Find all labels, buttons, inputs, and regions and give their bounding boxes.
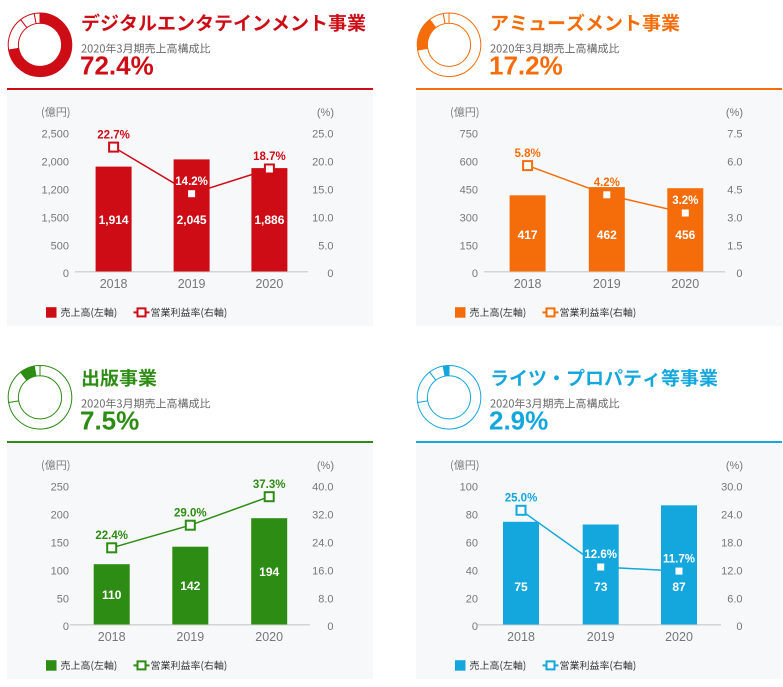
svg-text:8.0: 8.0 (318, 593, 333, 605)
svg-text:194: 194 (259, 565, 279, 579)
svg-text:600: 600 (460, 157, 478, 169)
svg-text:12.0: 12.0 (721, 565, 742, 577)
svg-text:250: 250 (51, 482, 69, 494)
svg-text:2020: 2020 (255, 277, 283, 291)
svg-text:24.0: 24.0 (721, 510, 742, 522)
svg-text:1,886: 1,886 (254, 213, 284, 227)
svg-text:5.0: 5.0 (318, 240, 333, 252)
svg-text:0: 0 (472, 621, 478, 633)
svg-text:7.5: 7.5 (727, 129, 742, 141)
svg-text:(%): (%) (317, 460, 334, 472)
svg-text:300: 300 (460, 212, 478, 224)
svg-text:100: 100 (51, 565, 69, 577)
svg-text:450: 450 (460, 185, 478, 197)
svg-text:0: 0 (736, 621, 742, 633)
svg-text:29.0%: 29.0% (174, 507, 207, 519)
svg-text:0: 0 (736, 268, 742, 280)
svg-text:17.2%: 17.2% (489, 51, 563, 81)
svg-text:3.0: 3.0 (727, 212, 742, 224)
svg-text:60: 60 (466, 538, 478, 550)
svg-text:0: 0 (63, 268, 69, 280)
svg-text:2019: 2019 (178, 277, 206, 291)
svg-text:100: 100 (460, 482, 478, 494)
svg-text:4.2%: 4.2% (594, 177, 620, 189)
svg-text:0: 0 (472, 268, 478, 280)
svg-text:(%): (%) (317, 107, 334, 119)
svg-text:18.0: 18.0 (721, 538, 742, 550)
svg-text:15.0: 15.0 (312, 185, 333, 197)
svg-text:1,500: 1,500 (41, 212, 69, 224)
svg-text:7.5%: 7.5% (80, 406, 139, 436)
svg-text:25.0%: 25.0% (505, 493, 538, 505)
svg-text:2,500: 2,500 (41, 129, 69, 141)
svg-text:2018: 2018 (98, 630, 126, 644)
svg-text:2018: 2018 (507, 630, 535, 644)
svg-text:0: 0 (63, 621, 69, 633)
svg-text:0: 0 (327, 621, 333, 633)
svg-text:32.0: 32.0 (312, 510, 333, 522)
svg-text:2019: 2019 (593, 277, 621, 291)
svg-text:75: 75 (514, 580, 528, 594)
svg-text:73: 73 (594, 580, 608, 594)
svg-text:12.6%: 12.6% (584, 549, 617, 561)
svg-text:110: 110 (102, 588, 122, 602)
svg-text:6.0: 6.0 (727, 157, 742, 169)
svg-text:0: 0 (327, 268, 333, 280)
svg-text:87: 87 (672, 580, 686, 594)
svg-text:40.0: 40.0 (312, 482, 333, 494)
svg-text:6.0: 6.0 (727, 593, 742, 605)
svg-text:2020: 2020 (665, 630, 693, 644)
svg-text:1.5: 1.5 (727, 240, 742, 252)
svg-text:50: 50 (57, 593, 69, 605)
svg-text:1,200: 1,200 (41, 185, 69, 197)
svg-text:3.2%: 3.2% (672, 195, 698, 207)
svg-text:2,000: 2,000 (41, 157, 69, 169)
svg-text:11.7%: 11.7% (663, 553, 695, 565)
svg-text:5.8%: 5.8% (514, 148, 540, 160)
svg-text:150: 150 (460, 240, 478, 252)
svg-text:2018: 2018 (100, 277, 128, 291)
svg-text:22.7%: 22.7% (97, 129, 130, 141)
svg-text:80: 80 (466, 510, 478, 522)
svg-text:1,914: 1,914 (99, 213, 129, 227)
svg-text:72.4%: 72.4% (80, 51, 154, 81)
svg-text:16.0: 16.0 (312, 565, 333, 577)
svg-text:30.0: 30.0 (721, 482, 742, 494)
svg-text:2020: 2020 (671, 277, 699, 291)
svg-text:456: 456 (675, 228, 695, 242)
svg-text:4.5: 4.5 (727, 185, 742, 197)
svg-text:22.4%: 22.4% (95, 530, 128, 542)
svg-text:462: 462 (597, 228, 617, 242)
svg-text:40: 40 (466, 565, 478, 577)
svg-text:150: 150 (51, 538, 69, 550)
svg-text:24.0: 24.0 (312, 538, 333, 550)
svg-text:2.9%: 2.9% (489, 406, 548, 436)
svg-text:(%): (%) (726, 460, 743, 472)
svg-text:2020: 2020 (255, 630, 283, 644)
svg-text:37.3%: 37.3% (253, 479, 286, 491)
svg-text:2019: 2019 (587, 630, 615, 644)
svg-text:(%): (%) (726, 107, 743, 119)
svg-text:200: 200 (51, 510, 69, 522)
svg-text:25.0: 25.0 (312, 129, 333, 141)
svg-text:2018: 2018 (514, 277, 542, 291)
svg-text:417: 417 (518, 228, 538, 242)
svg-text:20.0: 20.0 (312, 157, 333, 169)
svg-text:750: 750 (460, 129, 478, 141)
svg-text:2,045: 2,045 (177, 213, 207, 227)
svg-text:18.7%: 18.7% (253, 151, 286, 163)
svg-text:14.2%: 14.2% (175, 176, 208, 188)
svg-text:500: 500 (51, 240, 69, 252)
svg-text:20: 20 (466, 593, 478, 605)
svg-text:2019: 2019 (176, 630, 204, 644)
svg-text:142: 142 (180, 579, 200, 593)
svg-text:10.0: 10.0 (312, 212, 333, 224)
